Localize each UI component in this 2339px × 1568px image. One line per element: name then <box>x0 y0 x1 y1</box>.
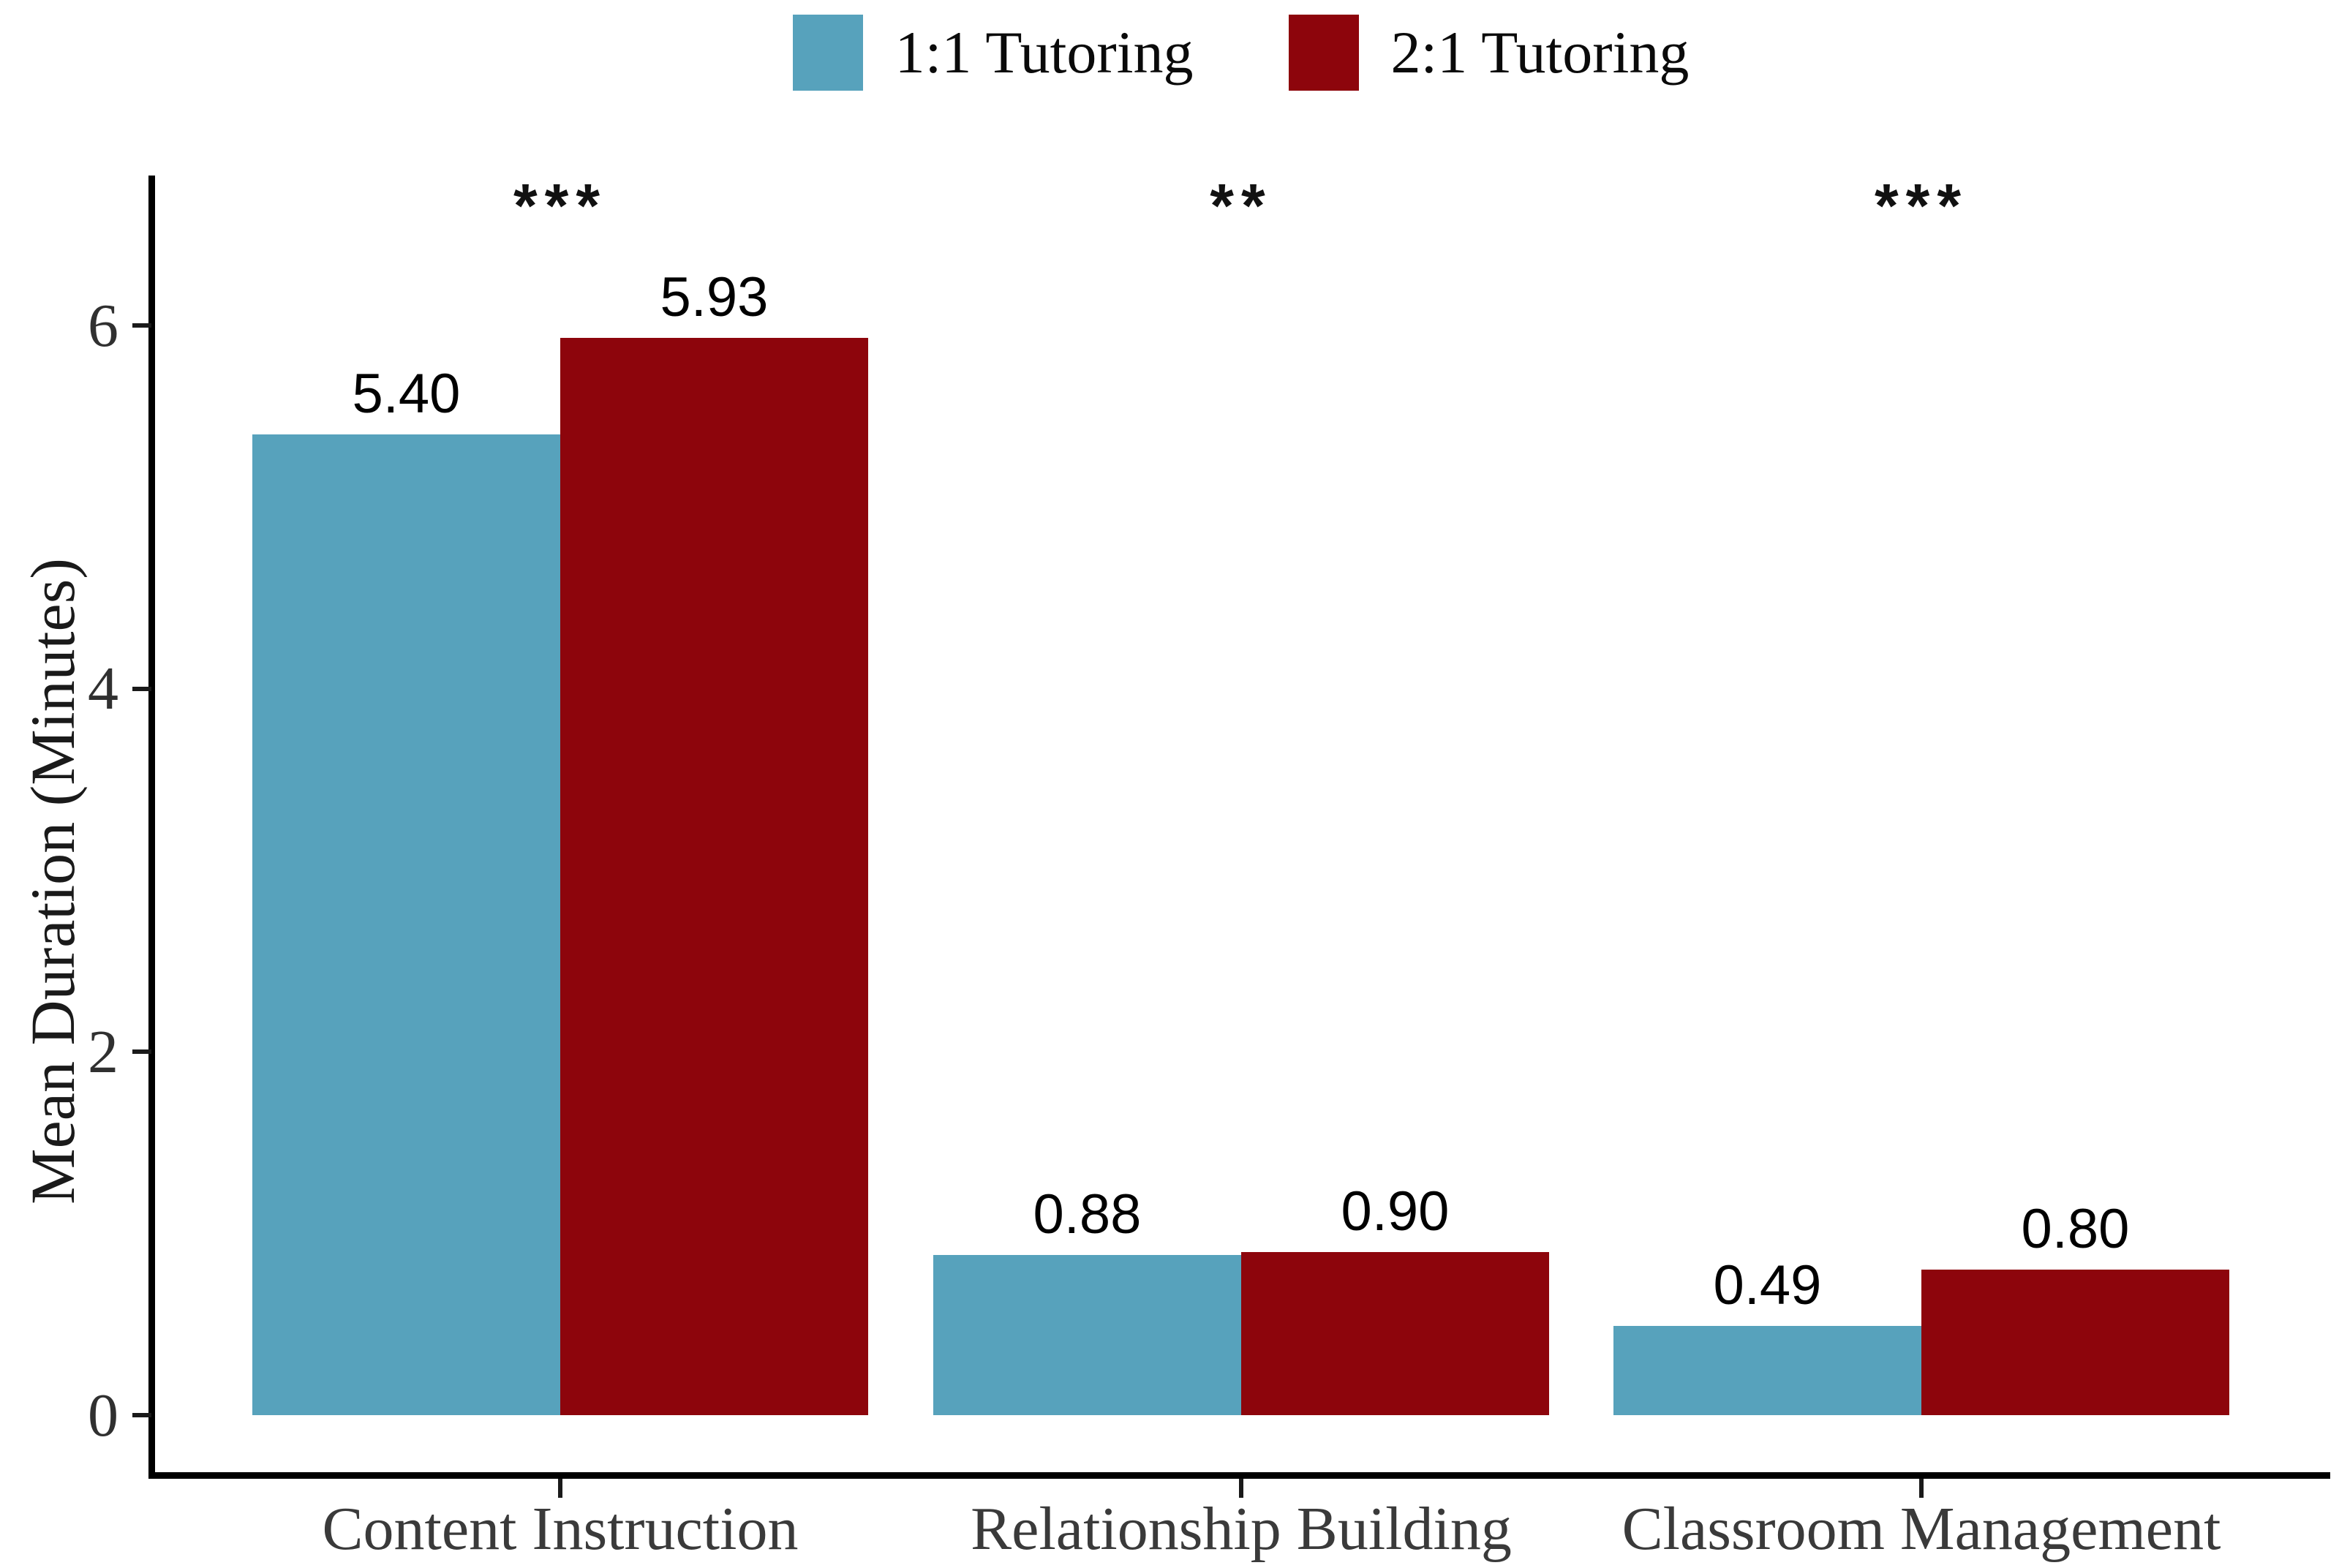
x-category-label: Relationship Building <box>971 1495 1512 1563</box>
bar-value-label: 0.80 <box>2021 1198 2130 1260</box>
x-tick-mark <box>558 1479 562 1498</box>
bar-1-1-tutoring <box>1613 1326 1921 1415</box>
legend-swatch-icon <box>1288 15 1359 91</box>
y-tick-label: 0 <box>88 1381 118 1450</box>
bar-2-1-tutoring <box>560 338 868 1415</box>
y-tick-label: 4 <box>88 655 118 723</box>
significance-stars: ** <box>1210 170 1273 240</box>
bar-value-label: 5.40 <box>352 363 461 425</box>
y-tick-mark <box>132 323 151 328</box>
bar-value-label: 5.93 <box>660 266 769 328</box>
x-category-label: Classroom Management <box>1622 1495 2221 1563</box>
x-tick-mark <box>1919 1479 1924 1498</box>
significance-stars: *** <box>1874 170 1969 240</box>
bar-value-label: 0.90 <box>1341 1180 1450 1243</box>
bar-value-label: 0.49 <box>1713 1254 1822 1316</box>
y-tick-mark <box>132 1049 151 1055</box>
x-category-label: Content Instruction <box>322 1495 799 1563</box>
y-tick-mark <box>132 686 151 691</box>
bar-2-1-tutoring <box>1241 1252 1549 1415</box>
bar-1-1-tutoring <box>933 1255 1241 1415</box>
legend-label: 1:1 Tutoring <box>894 19 1194 86</box>
bar-1-1-tutoring <box>252 434 560 1415</box>
x-axis-line <box>148 1472 2330 1479</box>
legend-label: 2:1 Tutoring <box>1390 19 1690 86</box>
bar-value-label: 0.88 <box>1033 1183 1142 1245</box>
y-tick-label: 2 <box>88 1017 118 1086</box>
y-tick-label: 6 <box>88 291 118 360</box>
significance-stars: *** <box>513 170 608 240</box>
legend-item: 1:1 Tutoring <box>792 15 1194 91</box>
y-axis-line <box>148 176 155 1479</box>
y-tick-mark <box>132 1413 151 1417</box>
legend-item: 2:1 Tutoring <box>1288 15 1690 91</box>
legend-swatch-icon <box>792 15 863 91</box>
legend: 1:1 Tutoring 2:1 Tutoring <box>151 6 2330 99</box>
bar-2-1-tutoring <box>1921 1270 2229 1415</box>
x-tick-mark <box>1239 1479 1243 1498</box>
